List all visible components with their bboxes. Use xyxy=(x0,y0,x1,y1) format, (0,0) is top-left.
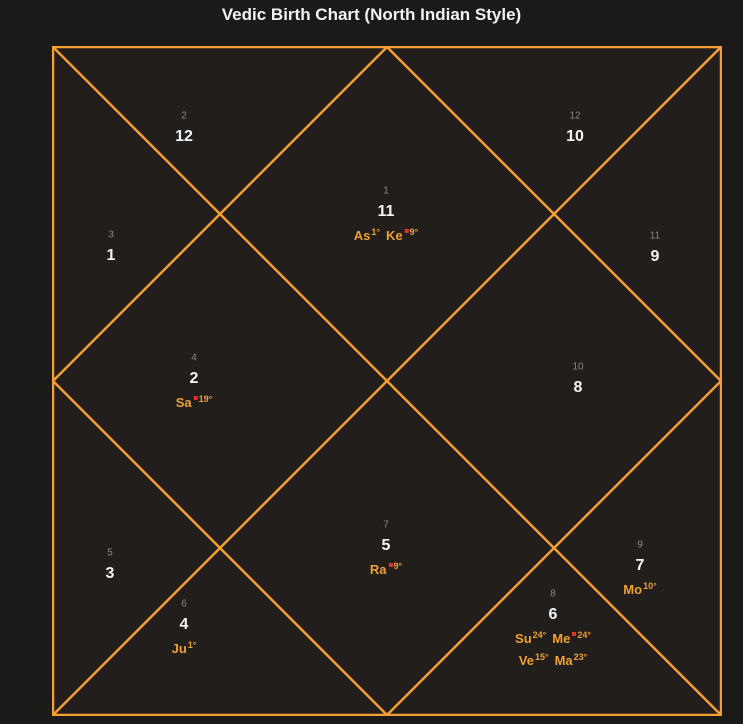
retrograde-marker-icon xyxy=(404,229,409,233)
retrograde-marker-icon xyxy=(193,396,198,400)
house-number: 6 xyxy=(181,598,187,610)
planet-degree: 24° xyxy=(532,630,547,640)
sign-number: 1 xyxy=(106,247,116,264)
chart-title: Vedic Birth Chart (North Indian Style) xyxy=(221,5,522,24)
planet-degree: 15° xyxy=(534,652,549,662)
planet-row: Su24° Me 24° xyxy=(515,630,591,646)
planet-sa: Sa 19° xyxy=(175,394,213,410)
house-number: 3 xyxy=(108,229,114,241)
planet-abbr: Ra xyxy=(369,562,387,577)
sign-number: 5 xyxy=(381,537,391,554)
planet-degree: 9° xyxy=(409,227,419,237)
sign-number: 6 xyxy=(548,606,558,623)
planet-abbr: Ve xyxy=(518,653,534,668)
planet-ju: Ju1° xyxy=(171,640,197,656)
sign-number: 11 xyxy=(377,203,395,220)
planet-ra: Ra 9° xyxy=(369,561,403,577)
house-number: 4 xyxy=(191,352,197,364)
planet-abbr: Ju xyxy=(171,641,187,656)
planet-row: Ju1° xyxy=(172,640,197,656)
house-number: 1 xyxy=(383,185,389,197)
sign-number: 2 xyxy=(189,370,199,387)
planet-degree: 23° xyxy=(573,652,588,662)
planet-me: Me 24° xyxy=(552,630,591,646)
house-number: 7 xyxy=(383,519,389,531)
sign-number: 7 xyxy=(635,557,645,574)
planet-row: As1° Ke 9° xyxy=(354,227,418,243)
planet-degree: 19° xyxy=(198,394,213,404)
planet-degree: 1° xyxy=(187,640,197,650)
house-number: 10 xyxy=(572,361,584,373)
birth-chart: 1 11 As1° Ke 9° 2 12 3 1 4 2 Sa 19° 5 3 6 4 Ju1° 7 5 Ra 9° 8 6 S… xyxy=(52,46,722,716)
planet-ke: Ke 9° xyxy=(386,227,419,243)
diagonal-line xyxy=(52,46,722,716)
house-number: 8 xyxy=(550,588,556,600)
planet-abbr: Mo xyxy=(623,582,643,597)
planet-su: Su24° xyxy=(515,630,547,646)
planet-abbr: Su xyxy=(515,631,532,646)
planet-degree: 10° xyxy=(643,581,657,591)
planet-ve: Ve15° xyxy=(518,652,549,668)
inner-diamond xyxy=(52,46,722,716)
house-number: 2 xyxy=(181,110,187,122)
planet-row: Ve15° Ma23° xyxy=(519,652,588,668)
planet-abbr: Ma xyxy=(554,653,573,668)
planet-as: As1° xyxy=(353,227,380,243)
house-number: 12 xyxy=(569,110,581,122)
chart-lines xyxy=(52,46,722,716)
sign-number: 9 xyxy=(650,248,660,265)
planet-row: Mo10° xyxy=(623,581,656,597)
planet-degree: 24° xyxy=(577,630,591,640)
house-number: 11 xyxy=(649,230,661,242)
sign-number: 12 xyxy=(175,128,193,145)
sign-number: 4 xyxy=(179,616,189,633)
planet-degree: 1° xyxy=(371,227,380,237)
planet-abbr: Ke xyxy=(386,228,403,243)
planet-mo: Mo10° xyxy=(623,581,657,597)
house-number: 5 xyxy=(107,547,113,559)
planet-row: Sa 19° xyxy=(176,394,213,410)
retrograde-marker-icon xyxy=(388,563,393,567)
planet-abbr: Sa xyxy=(175,395,192,410)
house-number: 9 xyxy=(637,539,643,551)
sign-number: 3 xyxy=(105,565,115,582)
planet-degree: 9° xyxy=(393,561,403,571)
sign-number: 10 xyxy=(566,128,584,145)
planet-row: Ra 9° xyxy=(370,561,402,577)
planet-abbr: As xyxy=(353,228,371,243)
retrograde-marker-icon xyxy=(572,632,577,636)
planet-abbr: Me xyxy=(552,631,571,646)
sign-number: 8 xyxy=(573,379,583,396)
planet-ma: Ma23° xyxy=(554,652,588,668)
